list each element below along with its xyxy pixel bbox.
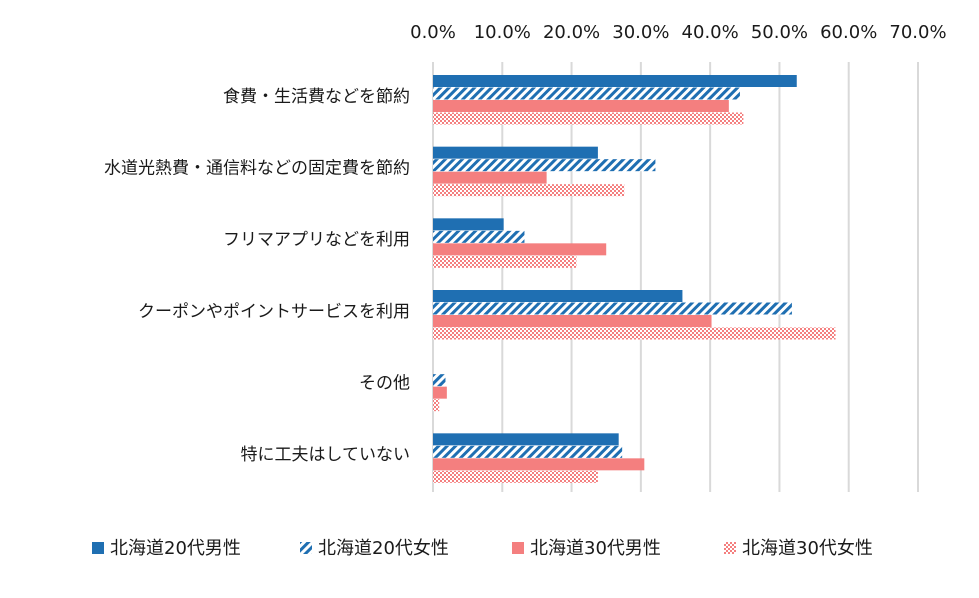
bar xyxy=(433,327,836,340)
x-tick-labels: 0.0% 10.0% 20.0% 30.0% 40.0% 50.0% 60.0% 70.0% xyxy=(410,22,946,43)
category-label: 特に工夫はしていない xyxy=(241,445,411,465)
bar xyxy=(433,243,607,256)
category-label: 食費・生活費などを節約 xyxy=(223,87,410,107)
legend-label: 北海道30代女性 xyxy=(742,538,873,559)
legend-label: 北海道30代男性 xyxy=(530,538,661,559)
category-label: その他 xyxy=(359,374,410,394)
category-labels: 食費・生活費などを節約水道光熱費・通信料などの固定費を節約フリマアプリなどを利用… xyxy=(104,87,410,465)
bar xyxy=(433,315,712,327)
bar xyxy=(433,445,623,458)
legend: 北海道20代男性 北海道20代女性 北海道30代男性 北海道30代女性 xyxy=(92,538,873,559)
category-label: フリマアプリなどを利用 xyxy=(223,230,410,250)
legend-swatch xyxy=(724,542,736,554)
gridlines xyxy=(432,62,919,492)
legend-swatch xyxy=(92,542,104,554)
bar xyxy=(433,87,740,100)
legend-label: 北海道20代女性 xyxy=(318,538,449,559)
legend-label: 北海道20代男性 xyxy=(110,538,241,559)
x-tick-label: 50.0% xyxy=(751,22,808,43)
legend-swatch xyxy=(512,542,524,554)
x-tick-label: 0.0% xyxy=(410,22,456,43)
bar xyxy=(433,470,598,483)
bar xyxy=(433,374,446,387)
category-label: クーポンやポイントサービスを利用 xyxy=(138,302,410,322)
bar xyxy=(433,399,440,412)
bar xyxy=(433,146,598,159)
bar xyxy=(433,171,547,184)
x-tick-label: 60.0% xyxy=(820,22,877,43)
x-tick-label: 20.0% xyxy=(543,22,600,43)
bar xyxy=(433,230,525,243)
bar xyxy=(433,386,447,399)
bar xyxy=(433,433,619,446)
x-tick-label: 40.0% xyxy=(682,22,739,43)
x-tick-label: 70.0% xyxy=(889,22,946,43)
bar xyxy=(433,302,792,315)
bar xyxy=(433,458,645,471)
x-tick-label: 10.0% xyxy=(474,22,531,43)
legend-swatch xyxy=(300,542,312,554)
bar xyxy=(433,100,729,112)
bar xyxy=(433,290,683,302)
bar xyxy=(433,218,504,231)
bars xyxy=(433,75,836,483)
category-label: 水道光熱費・通信料などの固定費を節約 xyxy=(104,159,410,179)
bar xyxy=(433,255,577,268)
bar xyxy=(433,159,656,172)
bar xyxy=(433,75,797,87)
bar xyxy=(433,184,625,197)
x-tick-label: 30.0% xyxy=(612,22,669,43)
bar xyxy=(433,112,744,125)
